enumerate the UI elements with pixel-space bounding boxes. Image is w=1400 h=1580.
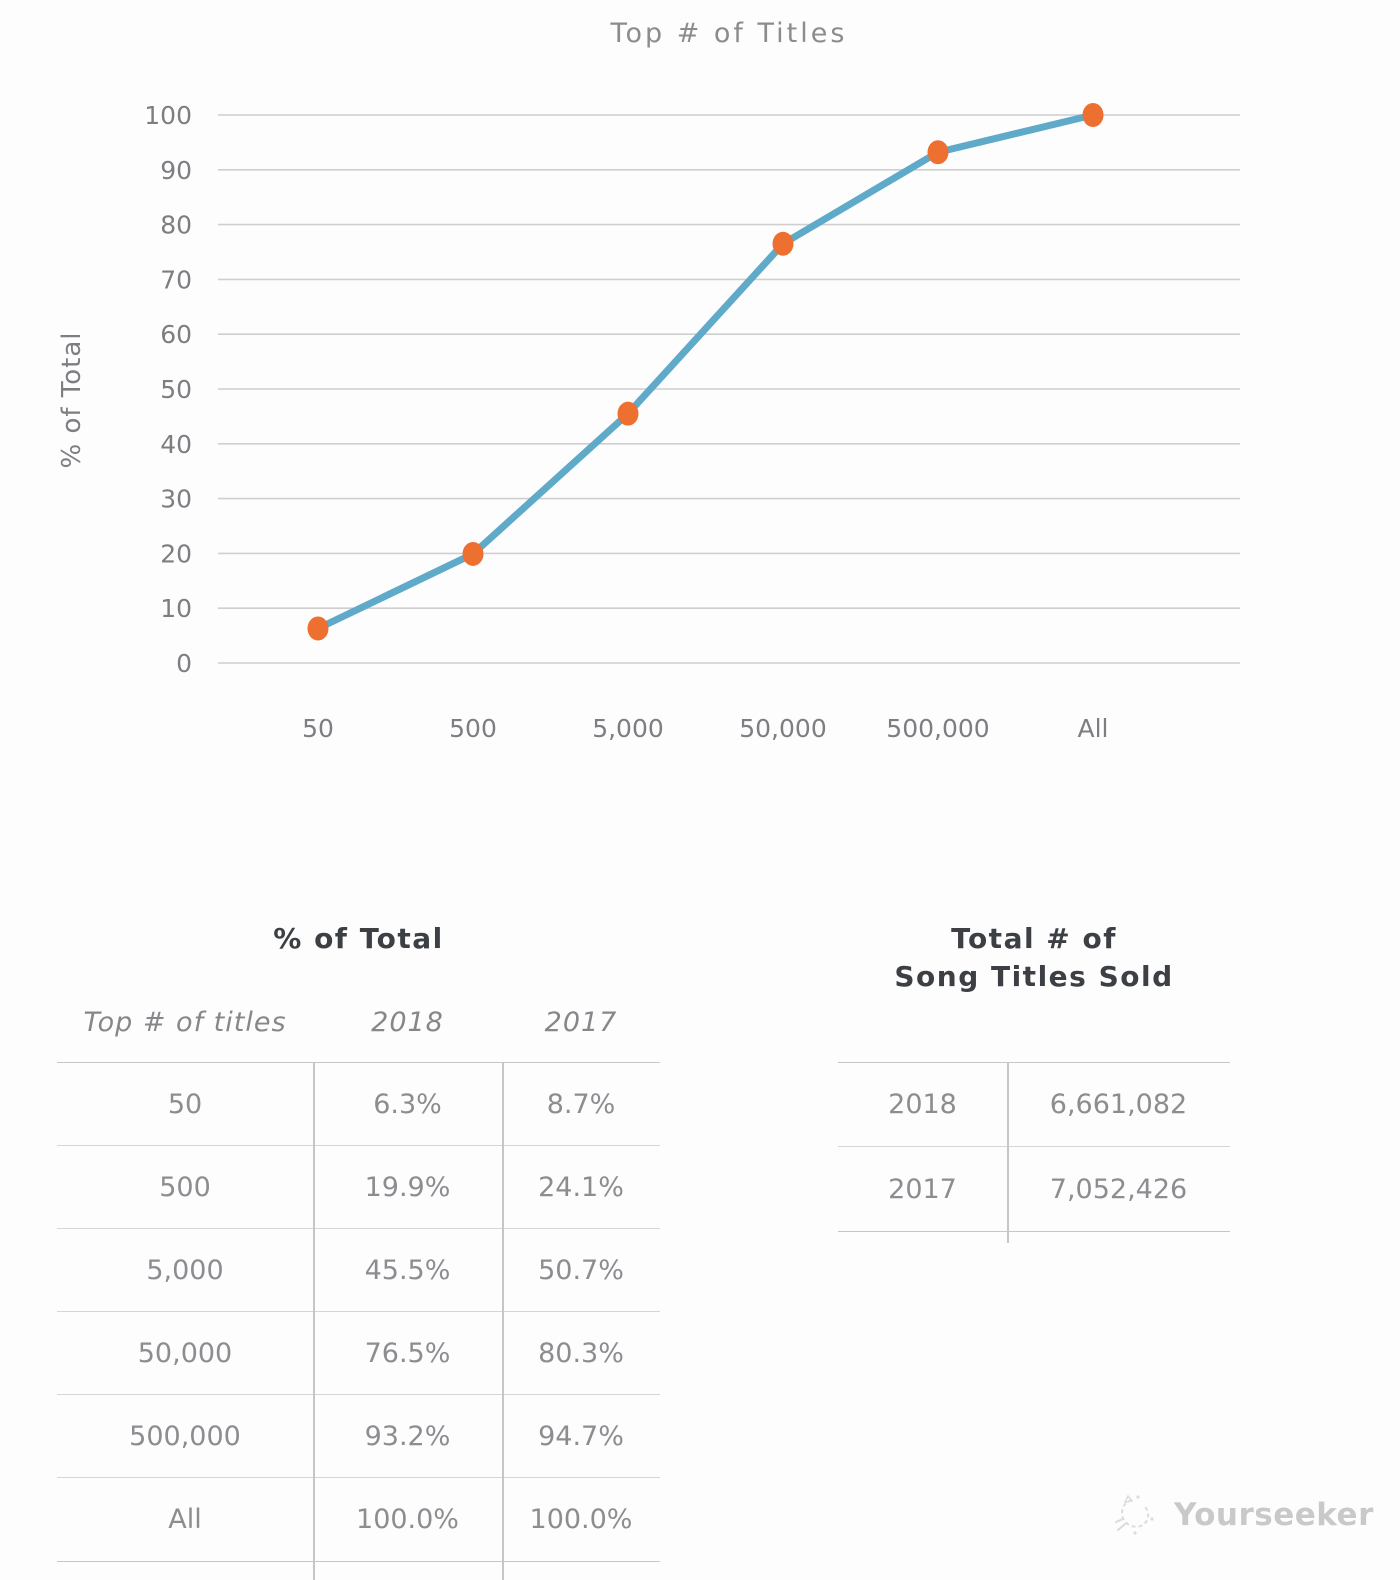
y-tick-label: 0 — [176, 649, 192, 678]
x-tick-label: 500,000 — [886, 714, 989, 743]
x-tick-label: 500 — [449, 714, 497, 743]
line-chart: 0 10 20 30 40 50 60 70 80 90 100 50 500 5,000 50,000 50… — [57, 101, 1240, 743]
cell-2018: 76.5% — [364, 1337, 451, 1369]
data-line — [314, 111, 1097, 632]
column-divider — [313, 1063, 315, 1580]
table-row: 500 19.9% 24.1% — [57, 1146, 660, 1229]
y-tick-label: 50 — [160, 375, 192, 404]
data-point-marker — [462, 541, 484, 566]
watermark-text: Yourseeker — [1174, 1497, 1374, 1533]
y-tick-label: 90 — [160, 156, 192, 185]
y-tick-label: 70 — [160, 265, 192, 294]
titles-sold-title-line2: Song Titles Sold — [894, 960, 1174, 993]
titles-sold-title-line1: Total # of — [951, 922, 1117, 955]
table-row: 50 6.3% 8.7% — [57, 1063, 660, 1146]
table-row: 5,000 45.5% 50.7% — [57, 1229, 660, 1312]
cell-top-titles: 500,000 — [129, 1420, 241, 1452]
column-header-2017: 2017 — [544, 1006, 618, 1038]
x-tick-label: All — [1078, 714, 1109, 743]
y-tick-label: 80 — [160, 211, 192, 240]
cell-year: 2018 — [888, 1089, 957, 1120]
cell-top-titles: 50 — [167, 1088, 203, 1120]
data-point-marker — [617, 401, 639, 426]
column-divider — [502, 1063, 504, 1580]
percent-of-total-table: 50 6.3% 8.7% 500 19.9% 24.1% 5,000 45.5%… — [57, 1062, 660, 1580]
cell-2018: 100.0% — [356, 1504, 459, 1535]
data-point-marker — [772, 231, 794, 256]
percent-table-header-row: Top # of titles 2018 2017 — [57, 1000, 660, 1044]
yourseeker-logo-icon — [1108, 1486, 1166, 1544]
column-header-2018: 2018 — [371, 1006, 444, 1038]
data-point-marker — [307, 616, 329, 641]
y-axis-title: % of Total — [57, 331, 87, 468]
cell-2017: 50.7% — [538, 1254, 624, 1286]
cell-top-titles: All — [168, 1504, 202, 1535]
cell-2017: 100.0% — [529, 1504, 633, 1535]
cell-2017: 24.1% — [538, 1171, 624, 1203]
titles-sold-table-title: Total # of Song Titles Sold — [838, 920, 1230, 996]
cell-total-sold: 7,052,426 — [1049, 1173, 1188, 1205]
cell-2017: 8.7% — [546, 1088, 616, 1120]
cell-2018: 6.3% — [373, 1088, 442, 1120]
chart-title: Top # of Titles — [610, 18, 848, 49]
cell-2017: 94.7% — [538, 1420, 624, 1452]
percent-table-title: % of Total — [273, 922, 444, 955]
cell-2018: 45.5% — [364, 1254, 451, 1286]
x-tick-label: 50 — [302, 714, 334, 743]
table-row: 50,000 76.5% 80.3% — [57, 1312, 660, 1395]
titles-sold-table: 2018 6,661,082 2017 7,052,426 — [838, 1062, 1230, 1243]
column-divider — [1007, 1063, 1009, 1243]
cell-top-titles: 500 — [159, 1171, 211, 1203]
table-row: All 100.0% 100.0% — [57, 1478, 660, 1561]
table-row: 2018 6,661,082 — [838, 1063, 1230, 1147]
column-header-top-titles: Top # of titles — [83, 1006, 287, 1038]
y-tick-label: 20 — [160, 539, 192, 568]
watermark: Yourseeker — [1108, 1486, 1374, 1544]
y-tick-label: 10 — [160, 594, 192, 623]
table-row: 2017 7,052,426 — [838, 1147, 1230, 1231]
cell-top-titles: 50,000 — [137, 1337, 233, 1369]
x-tick-label: 5,000 — [592, 714, 664, 743]
table-row: 500,000 93.2% 94.7% — [57, 1395, 660, 1478]
cell-top-titles: 5,000 — [146, 1254, 224, 1286]
cell-2018: 93.2% — [364, 1420, 451, 1452]
data-point-marker — [927, 140, 949, 165]
y-tick-label: 30 — [160, 485, 192, 514]
cell-2018: 19.9% — [364, 1171, 451, 1203]
y-tick-label: 40 — [160, 430, 192, 459]
y-tick-label: 100 — [144, 101, 192, 130]
data-point-marker — [1082, 103, 1104, 127]
cell-year: 2017 — [888, 1173, 957, 1205]
cell-2017: 80.3% — [538, 1337, 624, 1369]
y-tick-label: 60 — [160, 320, 192, 349]
cell-total-sold: 6,661,082 — [1049, 1089, 1188, 1120]
x-tick-label: 50,000 — [739, 714, 826, 743]
